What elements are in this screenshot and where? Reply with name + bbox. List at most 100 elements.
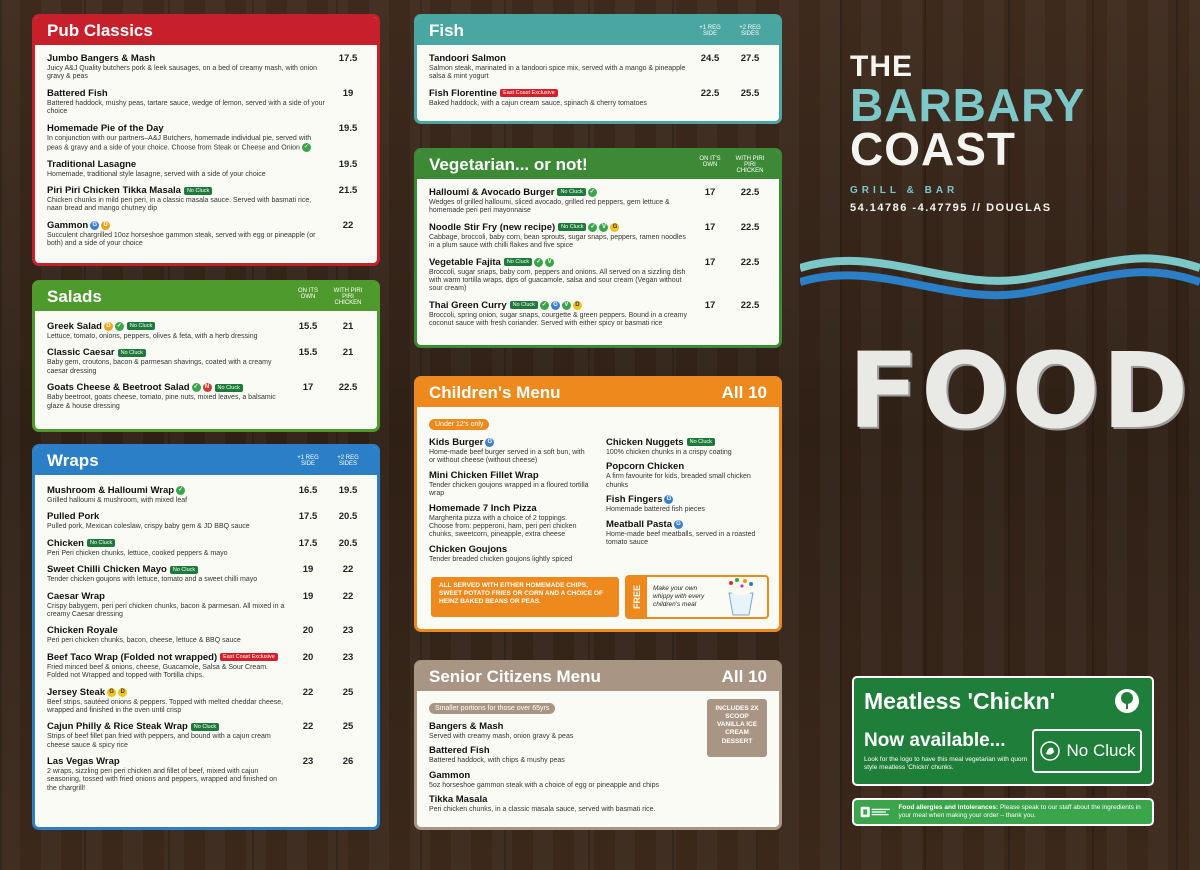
gluten-free-icon: G [90, 220, 100, 230]
wraps-header: Wraps +1 REG SIDE +2 REG SIDES [35, 447, 377, 475]
item-price: 27.5 [740, 53, 760, 64]
item-desc: Baby beetroot, goats cheese, tomato, pin… [47, 394, 276, 410]
item-name: Noodle Stir Fry (new recipe) [429, 221, 556, 233]
item-price: 19 [302, 590, 314, 602]
item-price: 21.5 [338, 185, 358, 197]
item-desc: Succulent chargrilled 10oz horseshoe gam… [47, 231, 316, 248]
wraps-panel: Wraps +1 REG SIDE +2 REG SIDES Mushroom &… [32, 444, 380, 830]
kids-right-column: Chicken Nuggets No Cluck 100% chicken chun… [606, 437, 767, 568]
menu-item[interactable]: Thai Green Curry No Cluck ✓ G V D Broccoli, sp… [429, 300, 767, 329]
salads-items: Greek Salad D ✓ No Cluck Lettuce, tomato, on… [35, 311, 377, 411]
menu-item[interactable]: Chicken No Cluck Peri Peri chicken chunks,… [47, 538, 365, 558]
menu-item[interactable]: Jumbo Bangers & Mash Juicy A&J Quality bu… [47, 53, 365, 82]
menu-item[interactable]: Vegetable Fajita No Cluck ✓ V Broccoli, suga… [429, 257, 767, 294]
menu-item[interactable]: Popcorn Chicken A firm favourite for kids… [606, 461, 767, 490]
menu-item[interactable]: Jersey Steak G D Beef strips, sautéed onion… [47, 687, 365, 716]
menu-item[interactable]: Chicken Nuggets No Cluck 100% chicken chun… [606, 437, 767, 457]
menu-item[interactable]: Cajun Philly & Rice Steak Wrap No Cluck St… [47, 721, 365, 750]
menu-item[interactable]: Piri Piri Chicken Tikka Masala No Cluck Ch… [47, 185, 365, 214]
menu-item[interactable]: Classic Caesar No Cluck Baby gem, croutons… [47, 347, 365, 376]
menu-item[interactable]: Gammon 5oz horseshoe gammon steak with a … [429, 770, 685, 790]
menu-item[interactable]: Mini Chicken Fillet Wrap Tender chicken g… [429, 470, 590, 499]
col-head-own: ON ITS OWN [297, 287, 318, 300]
item-desc: Strips of beef fillet pan fried with pep… [47, 733, 271, 749]
item-price: 22 [342, 590, 354, 602]
menu-item[interactable]: Caesar Wrap Crispy babygem, peri peri chi… [47, 591, 365, 620]
col-head-2sides: +2 REG SIDES [337, 454, 359, 467]
east-coast-badge: East Coast Exclusive [220, 653, 278, 662]
no-cluck-badge: No Cluck [214, 383, 243, 392]
menu-item[interactable]: Las Vegas Wrap 2 wraps, sizzling peri per… [47, 756, 365, 793]
item-price: 22.5 [740, 221, 760, 233]
item-name: Homemade Pie of the Day [47, 122, 164, 134]
item-name: Halloumi & Avocado Burger [429, 187, 555, 198]
item-price: 21 [342, 347, 354, 359]
no-cluck-badge: No Cluck [86, 539, 116, 548]
menu-item[interactable]: Mushroom & Halloumi Wrap ✓ Grilled halloum… [47, 485, 365, 505]
col-head-chicken: WITH PIRI PIRI CHICKEN [735, 155, 765, 175]
item-desc: Baby gem, croutons, bacon & parmesan sha… [47, 359, 272, 375]
item-name: Thai Green Curry [429, 299, 507, 311]
vegetarian-icon: ✓ [301, 142, 311, 152]
menu-item[interactable]: Kids Burger G Home-made beef burger served… [429, 437, 590, 466]
menu-item[interactable]: Tikka Masala Peri chicken chunks, in a cl… [429, 794, 685, 814]
item-price: 22 [302, 686, 314, 698]
ice-cream-cup-icon [728, 578, 754, 616]
dairy-icon: D [118, 687, 128, 697]
menu-item[interactable]: Fish Fingers G Homemade battered fish piec… [606, 494, 767, 514]
wraps-title: Wraps [47, 451, 99, 470]
senior-menu-panel: Senior Citizens Menu All 10 Smaller port… [414, 660, 782, 830]
menu-item[interactable]: Halloumi & Avocado Burger No Cluck ✓ Wedges… [429, 187, 767, 216]
brand-the: THE [850, 50, 913, 83]
under-12-tag: Under 12's only [429, 419, 490, 430]
menu-item[interactable]: Traditional Lasagne Homemade, traditional… [47, 159, 365, 179]
menu-item[interactable]: Chicken Goujons Tender breaded chicken go… [429, 544, 590, 564]
item-name: Jumbo Bangers & Mash [47, 53, 156, 64]
item-name: Sweet Chilli Chicken Mayo [47, 564, 167, 576]
menu-item[interactable]: Homemade 7 Inch Pizza Margherita pizza wi… [429, 503, 590, 540]
item-desc: Baked haddock, with a cajun cream sauce,… [429, 99, 647, 107]
item-name: Greek Salad [47, 321, 102, 332]
menu-item[interactable]: Gammon G D Succulent chargrilled 10oz horse… [47, 220, 365, 249]
fish-title: Fish [429, 21, 464, 40]
item-name: Goats Cheese & Beetroot Salad [47, 382, 190, 394]
menu-item[interactable]: Sweet Chilli Chicken Mayo No Cluck Tender … [47, 564, 365, 584]
item-name: Gammon [47, 219, 89, 231]
allergy-text: Please speak to our staff about the ingr… [898, 803, 1141, 819]
vegetarian-icon: ✓ [114, 321, 124, 331]
childrens-menu-title: Children's Menu [429, 383, 561, 402]
includes-dessert-box: INCLUDES 2X SCOOP VANILLA ICE CREAM DESS… [707, 699, 767, 757]
childrens-menu-header: Children's Menu All 10 [417, 379, 779, 407]
vegetarian-icon: ✓ [588, 222, 598, 232]
menu-item[interactable]: Fish Florentine East Coast Exclusive Baked… [429, 88, 767, 108]
item-price: 17.5 [298, 537, 318, 549]
item-name: Chicken Nuggets [606, 437, 684, 448]
menu-item[interactable]: Pulled Pork Pulled pork, Mexican coleslaw… [47, 511, 365, 531]
menu-item[interactable]: Greek Salad D ✓ No Cluck Lettuce, tomato, on… [47, 321, 365, 341]
item-name: Fish Fingers [606, 494, 663, 506]
menu-item[interactable]: Battered Fish Battered haddock, mushy pea… [47, 88, 365, 117]
menu-item[interactable]: Bangers & Mash Served with creamy mash, o… [429, 721, 685, 741]
fish-items: Tandoori Salmon Salmon steak, marinated i… [417, 45, 779, 108]
salads-header: Salads ON ITS OWN WITH PIRI PIRI CHICKEN [35, 283, 377, 311]
menu-item[interactable]: Chicken Royale Peri peri chicken chunks, … [47, 625, 365, 645]
menu-item[interactable]: Battered Fish Battered haddock, with chip… [429, 745, 685, 765]
menu-item[interactable]: Noodle Stir Fry (new recipe) No Cluck ✓ V G C… [429, 222, 767, 251]
menu-item[interactable]: Goats Cheese & Beetroot Salad ✓ N No Cluck B… [47, 382, 365, 411]
item-price: 17 [302, 382, 314, 394]
childrens-menu-panel: Children's Menu All 10 Under 12's only K… [414, 376, 782, 632]
no-cluck-badge: No Cluck [686, 438, 715, 447]
no-cluck-logo[interactable]: No Cluck [1032, 729, 1142, 773]
menu-item[interactable]: Meatball Pasta G Home-made beef meatballs,… [606, 519, 767, 548]
item-price: 16.5 [298, 485, 318, 496]
item-name: Chicken Goujons [429, 543, 508, 555]
item-name: Chicken Royale [47, 625, 118, 637]
menu-item[interactable]: Beef Taco Wrap (Folded not wrapped) East … [47, 652, 365, 681]
menu-item[interactable]: Homemade Pie of the Day In conjunction wi… [47, 123, 365, 153]
item-price: 25 [342, 721, 354, 733]
menu-item[interactable]: Tandoori Salmon Salmon steak, marinated i… [429, 53, 767, 82]
item-price: 22.5 [338, 382, 358, 394]
item-price: 19 [302, 564, 314, 576]
meatless-now-available: Now available... [864, 730, 1006, 751]
item-price: 17 [704, 299, 716, 311]
